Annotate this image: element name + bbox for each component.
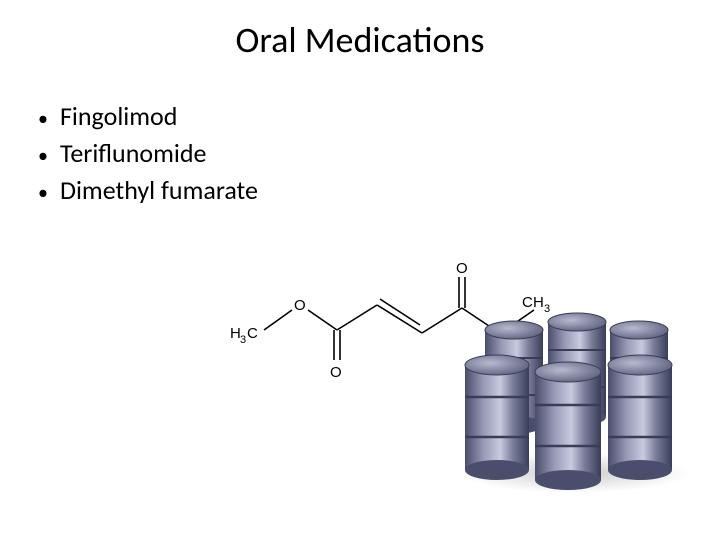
- slide: Oral Medications • Fingolimod • Teriflun…: [0, 0, 720, 540]
- molecule-label-o-top: O: [456, 260, 468, 277]
- bullet-text: Fingolimod: [60, 100, 177, 132]
- bullet-text: Dimethyl fumarate: [60, 174, 258, 206]
- barrel: [535, 362, 601, 490]
- list-item: • Teriflunomide: [38, 137, 258, 172]
- bullet-list: • Fingolimod • Teriflunomide • Dimethyl …: [38, 100, 258, 211]
- bullet-icon: •: [38, 177, 48, 209]
- bullet-icon: •: [38, 140, 48, 172]
- bullet-text: Teriflunomide: [60, 137, 206, 169]
- molecule-label-o-bottom: O: [330, 364, 342, 381]
- barrel: [465, 355, 529, 480]
- bullet-icon: •: [38, 103, 48, 135]
- molecule-label-sub3: 3: [240, 334, 246, 346]
- list-item: • Fingolimod: [38, 100, 258, 135]
- barrel: [608, 355, 672, 480]
- list-item: • Dimethyl fumarate: [38, 174, 258, 209]
- barrels-image: [450, 300, 695, 495]
- slide-title: Oral Medications: [0, 18, 720, 62]
- molecule-label-c: C: [247, 325, 258, 342]
- molecule-label-o-ether-left: O: [294, 297, 306, 314]
